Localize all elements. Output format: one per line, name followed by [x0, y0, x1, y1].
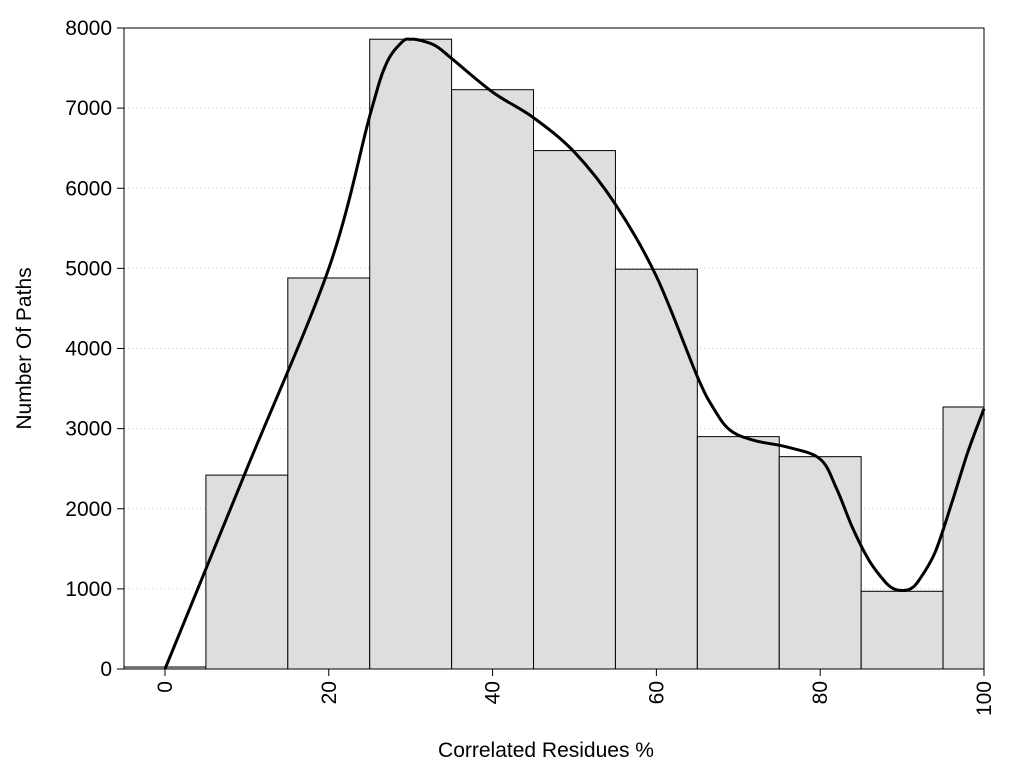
histogram-bar: [205, 474, 289, 670]
bars: [123, 38, 985, 670]
histogram-bar: [369, 38, 453, 670]
x-tick-label: 80: [809, 681, 832, 704]
histogram-bar: [778, 456, 862, 670]
histogram-bar: [942, 406, 985, 670]
histogram-bar: [860, 590, 944, 670]
y-tick-label: 6000: [65, 177, 112, 200]
x-tick-labels: 0 20 40 60 80 100: [154, 681, 996, 716]
x-axis-title: Correlated Residues %: [438, 739, 654, 762]
x-tick-label: 60: [645, 681, 668, 704]
histogram-bar: [287, 277, 371, 670]
histogram-bar: [696, 436, 780, 670]
x-tick-label: 40: [482, 681, 505, 704]
y-tick-label: 4000: [65, 338, 112, 361]
y-tick-label: 3000: [65, 418, 112, 441]
density-curve: [163, 37, 986, 670]
y-axis-title: Number Of Paths: [13, 267, 36, 429]
histogram-bar: [533, 150, 616, 670]
axis-ticks: [117, 27, 985, 676]
histogram-bar: [614, 268, 698, 670]
x-tick-label: 20: [318, 681, 341, 704]
x-tick-label: 0: [154, 681, 177, 693]
y-tick-labels: 0 1000 2000 3000 4000 5000 6000 7000 8000: [65, 17, 112, 681]
x-tick-label: 100: [973, 681, 996, 716]
smooth-curve: [163, 37, 986, 670]
y-tick-label: 0: [100, 658, 112, 681]
y-tick-label: 5000: [65, 257, 112, 280]
histogram-bar: [451, 89, 535, 670]
y-tick-label: 7000: [65, 97, 112, 120]
y-tick-label: 2000: [65, 498, 112, 521]
y-tick-label: 1000: [65, 578, 112, 601]
y-tick-label: 8000: [65, 17, 112, 40]
